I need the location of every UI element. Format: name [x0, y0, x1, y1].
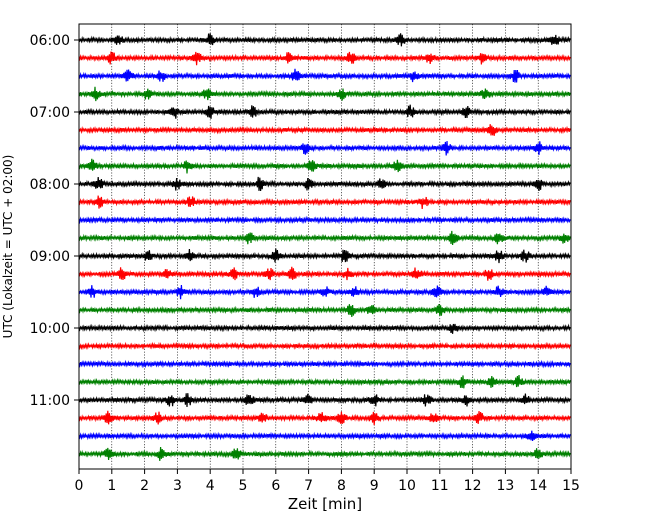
- trace-row-0630: [78, 68, 571, 83]
- y-tick-label: 10:00: [30, 321, 70, 337]
- trace-row-0815: [78, 195, 571, 210]
- y-tick-label: 06:00: [30, 33, 70, 49]
- y-tick-label: 11:00: [30, 393, 70, 409]
- trace-row-1015: [78, 341, 571, 351]
- trace-row-0915: [78, 266, 571, 281]
- trace-row-0645: [78, 86, 571, 102]
- trace-row-0700: [78, 104, 571, 119]
- trace-row-1145: [78, 446, 571, 461]
- trace-row-0900: [78, 248, 571, 264]
- x-tick-label: 1: [107, 478, 116, 494]
- trace-row-0845: [78, 230, 571, 246]
- x-tick-label: 15: [562, 478, 580, 494]
- x-tick-label: 7: [304, 478, 313, 494]
- x-tick-label: 13: [496, 478, 514, 494]
- x-tick-label: 9: [370, 478, 379, 494]
- x-tick-label: 6: [271, 478, 280, 494]
- trace-row-0930: [78, 284, 571, 300]
- trace-row-0730: [78, 141, 571, 156]
- x-axis-ticks: 0 1 2 3 4 5 6 7 8 9 10 11 12 13 14 15: [75, 469, 580, 494]
- y-tick-label: 08:00: [30, 177, 70, 193]
- y-axis-ticks: 06:00 07:00 08:00 09:00 10:00 11:00: [30, 33, 79, 409]
- x-tick-label: 14: [529, 478, 547, 494]
- plot-frame: [78, 23, 572, 470]
- x-tick-label: 0: [75, 478, 84, 494]
- trace-row-0615: [78, 51, 571, 66]
- trace-row-0945: [78, 304, 571, 318]
- x-tick-label: 3: [173, 478, 182, 494]
- x-axis-label: Zeit [min]: [288, 495, 362, 513]
- y-tick-label: 07:00: [30, 105, 70, 121]
- trace-row-1000: [78, 323, 571, 334]
- x-tick-label: 5: [239, 478, 248, 494]
- trace-row-0800: [78, 176, 571, 192]
- trace-row-1115: [78, 410, 571, 426]
- x-tick-label: 4: [206, 478, 215, 494]
- trace-row-0830: [78, 215, 571, 225]
- x-tick-label: 8: [337, 478, 346, 494]
- x-tick-label: 11: [431, 478, 449, 494]
- trace-row-0600: [78, 33, 571, 47]
- seismic-traces: [78, 33, 571, 461]
- trace-row-0715: [78, 124, 571, 136]
- trace-row-1100: [78, 393, 571, 408]
- trace-row-1045: [78, 374, 571, 389]
- x-tick-label: 12: [464, 478, 482, 494]
- trace-row-1130: [78, 430, 571, 442]
- y-axis-label: UTC (Lokalzeit = UTC + 02:00): [1, 155, 15, 339]
- trace-row-1030: [78, 359, 571, 369]
- x-tick-label: 10: [398, 478, 416, 494]
- y-tick-label: 09:00: [30, 249, 70, 265]
- x-tick-label: 2: [140, 478, 149, 494]
- trace-row-0745: [78, 158, 571, 174]
